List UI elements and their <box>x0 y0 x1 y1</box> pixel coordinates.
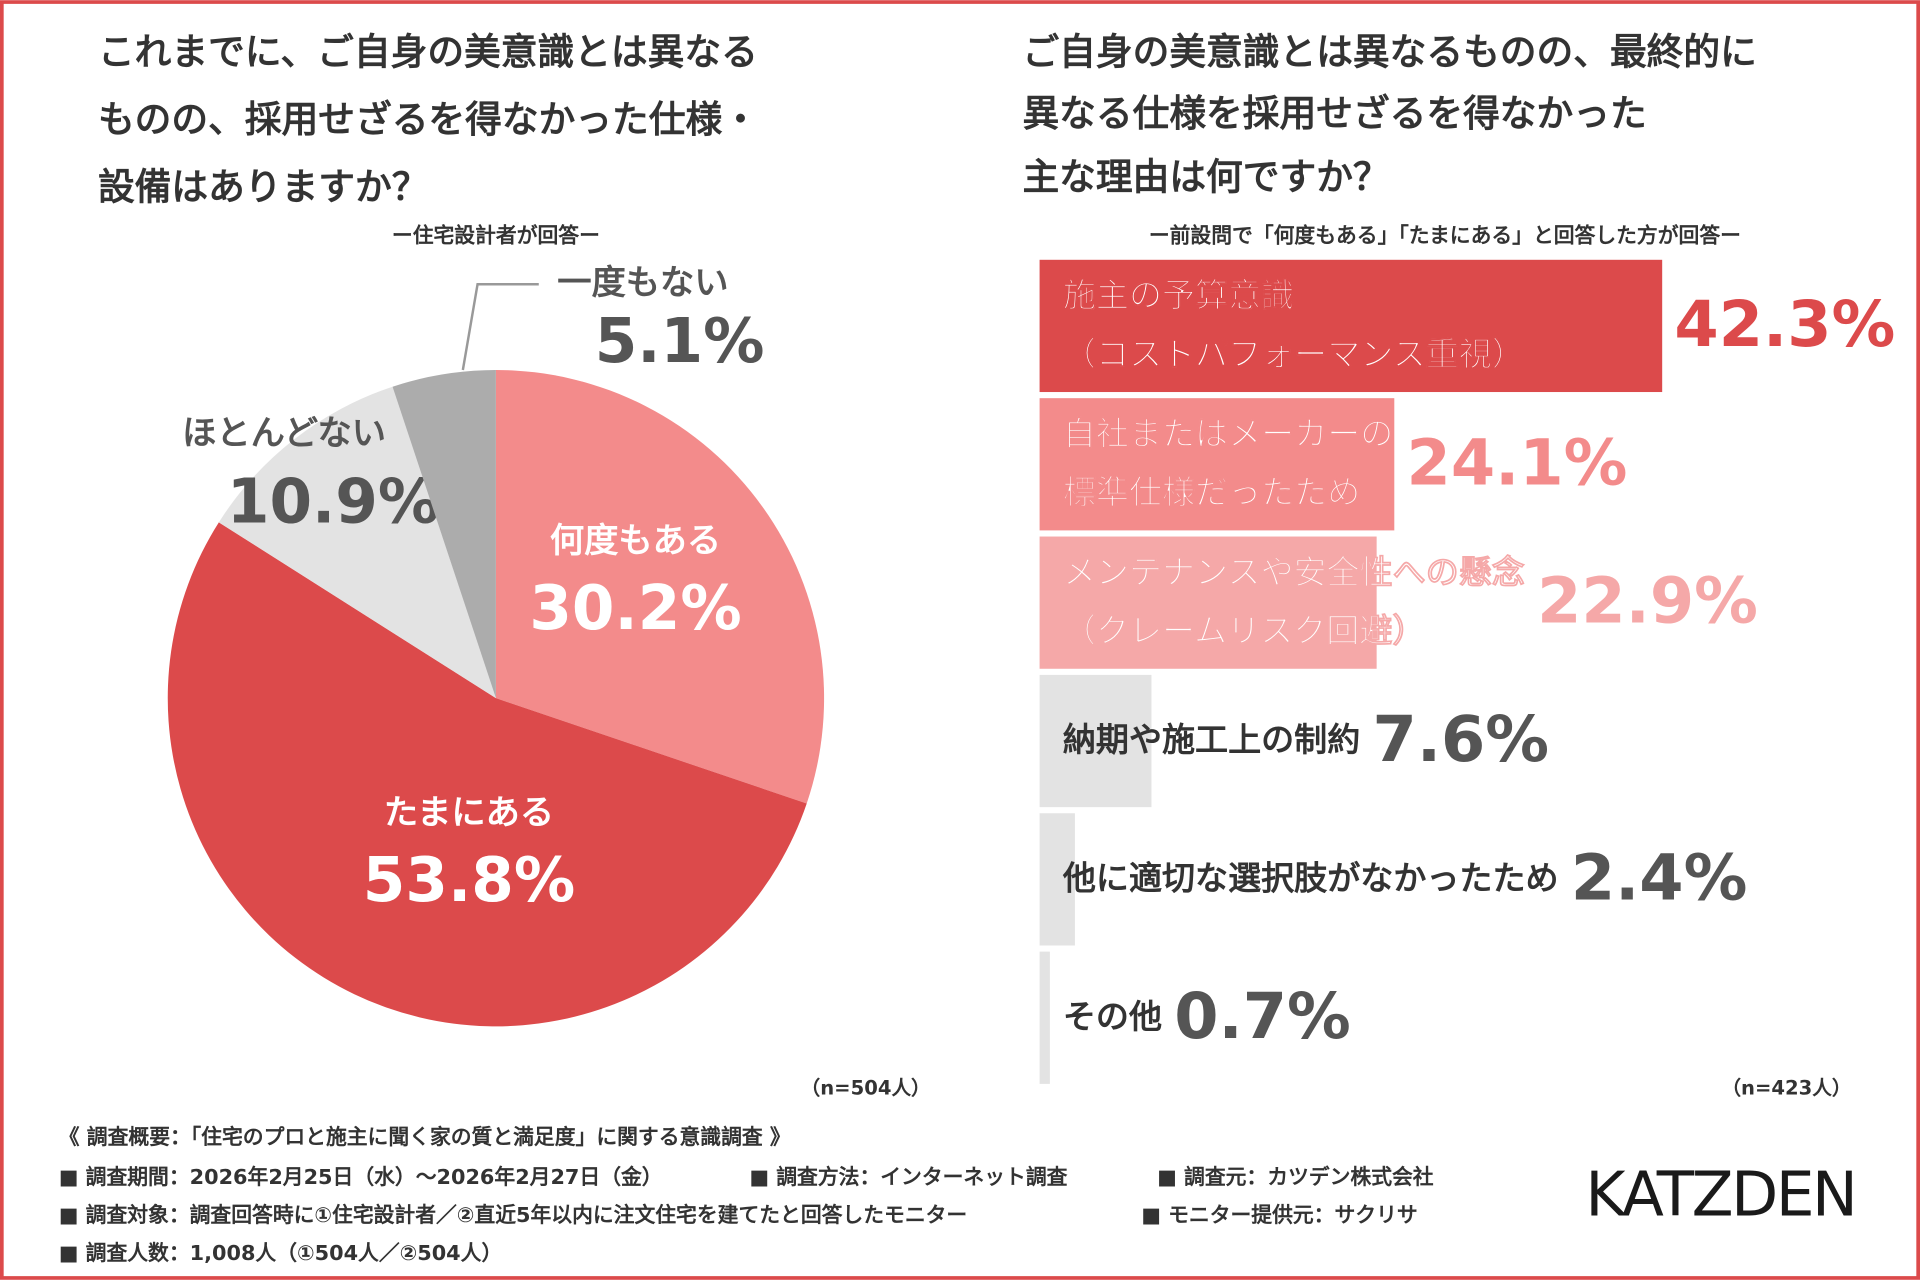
logo: KATZDEN <box>1585 1160 1855 1231</box>
bar-value: 22.9% <box>1537 565 1758 639</box>
bar-value: 42.3% <box>1674 288 1895 362</box>
chart-subtitle: ー住宅設計者が回答ー <box>392 224 600 248</box>
leader-line <box>461 283 539 371</box>
survey-item: ■ 調査対象：調査回答時に①住宅設計者／②直近5年以内に注文住宅を建てたと回答し… <box>59 1203 967 1227</box>
survey-item: ■ モニター提供元：サクリサ <box>1141 1203 1417 1227</box>
pie-slice <box>495 370 825 804</box>
chart-title: ご自身の美意識とは異なるものの、最終的に <box>1022 31 1756 74</box>
slice-value: 5.1% <box>595 306 765 377</box>
slice-label: ほとんどない <box>182 413 386 453</box>
chart-subtitle: ー前設問で「何度もある」「たまにある」と回答した方が回答ー <box>1149 224 1741 248</box>
bar-label: 納期や施工上の制約 <box>1063 720 1360 759</box>
slice-label: 一度もない <box>557 263 728 303</box>
bar <box>1039 398 1395 531</box>
survey-item: ■ 調査期間：2026年2月25日（水）〜2026年2月27日（金） <box>59 1165 663 1189</box>
bar-value: 2.4% <box>1571 841 1748 915</box>
slice-label: たまにある <box>384 793 554 833</box>
bar <box>1039 674 1152 808</box>
slice-value: 53.8% <box>363 845 575 916</box>
bar-value: 24.1% <box>1407 426 1628 500</box>
chart-title: これまでに、ご自身の美意識とは異なる <box>98 31 758 74</box>
pie-slice <box>218 386 496 699</box>
chart-title: 異なる仕様を採用せざるを得なかった <box>1022 92 1646 135</box>
survey-heading: 《 調査概要：「住宅のプロと施主に聞く家の質と満足度」に関する意識調査 》 <box>59 1125 791 1149</box>
slice-value: 30.2% <box>529 573 741 644</box>
pie-slice <box>392 370 496 699</box>
bar <box>1039 536 1377 669</box>
bar <box>1039 951 1050 1084</box>
bar-label: その他 <box>1063 996 1162 1035</box>
survey-item: ■ 調査人数：1,008人（①504人／②504人） <box>59 1241 502 1265</box>
bar <box>1039 259 1663 393</box>
survey-item: ■ 調査方法：インターネット調査 <box>749 1165 1067 1189</box>
chart-title: 設備はありますか？ <box>98 165 428 208</box>
sample-note: （n=423人） <box>1721 1076 1851 1099</box>
slice-value: 10.9% <box>227 467 439 538</box>
bar-label: 他に適切な選択肢がなかったため <box>1062 858 1559 897</box>
chart-title: ものの、採用せざるを得なかった仕様・ <box>98 98 759 141</box>
pie-slice <box>167 522 807 1027</box>
chart-title: 主な理由は何ですか？ <box>1022 155 1389 198</box>
bar-label: メンテナンスや安全性への懸念（クレームリスク回避） <box>1063 552 1525 650</box>
slice-label: 何度もある <box>550 521 721 561</box>
bar-label: 自社またはメーカーの標準仕様だったため <box>1063 413 1393 511</box>
bar-label: 施主の予算意識（コストパフォーマンス重視） <box>1063 275 1525 373</box>
survey-item: ■ 調査元：カツデン株式会社 <box>1157 1165 1434 1189</box>
sample-note: （n=504人） <box>801 1076 931 1099</box>
bar-value: 7.6% <box>1373 703 1550 777</box>
bar-value: 0.7% <box>1174 980 1351 1054</box>
bar <box>1039 813 1075 946</box>
